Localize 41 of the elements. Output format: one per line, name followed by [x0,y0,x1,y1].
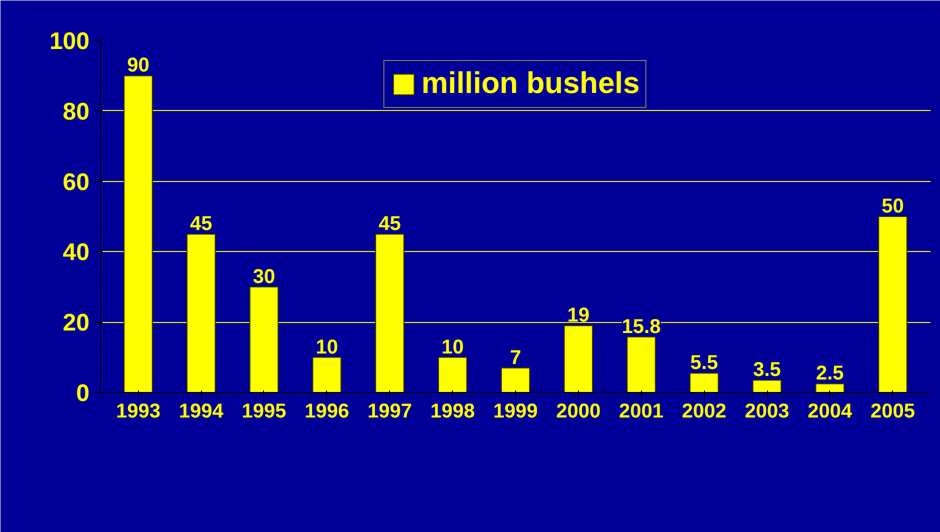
x-tick-label: 2001 [619,400,664,422]
x-tick-label: 1994 [178,400,224,422]
bar [815,383,845,392]
data-label: 50 [882,196,904,218]
x-tick-label: 1995 [242,400,286,422]
data-label: 7 [510,346,522,369]
data-label: 2.5 [816,362,844,385]
bar [752,380,782,392]
data-label: 3.5 [753,359,781,382]
data-label: 15.8 [622,316,661,338]
x-tick-label: 1998 [430,400,475,422]
x-tick-label: 1999 [493,400,538,422]
data-label: 10 [316,336,338,358]
data-label: 45 [190,213,212,236]
data-label: 5.5 [690,352,718,374]
bar [564,325,594,392]
bar [312,356,342,392]
data-label: 45 [378,213,401,236]
y-tick-label: 60 [62,168,90,196]
bar [500,367,530,392]
bar [689,372,719,392]
data-label: 30 [252,266,276,288]
x-tick-label: 1997 [367,400,412,422]
y-tick-label: 80 [62,98,90,126]
data-label: 10 [442,336,464,358]
x-tick-label: 2003 [744,400,790,422]
data-label: 90 [127,54,150,77]
data-label: 19 [567,304,590,327]
x-tick-label: 2000 [556,400,601,422]
y-tick-label: 20 [62,310,90,337]
x-tick-label: 2005 [870,400,916,422]
bar [626,336,656,392]
bar [438,356,468,392]
x-tick-label: 2002 [682,400,726,422]
y-tick-label: 40 [62,239,90,266]
x-tick-label: 2004 [808,400,854,422]
y-tick-label: 100 [49,28,90,55]
x-tick-label: 1993 [116,400,160,422]
y-tick-label: 0 [76,380,90,407]
x-tick-label: 1996 [304,400,350,422]
legend-label: million bushels [421,67,640,101]
